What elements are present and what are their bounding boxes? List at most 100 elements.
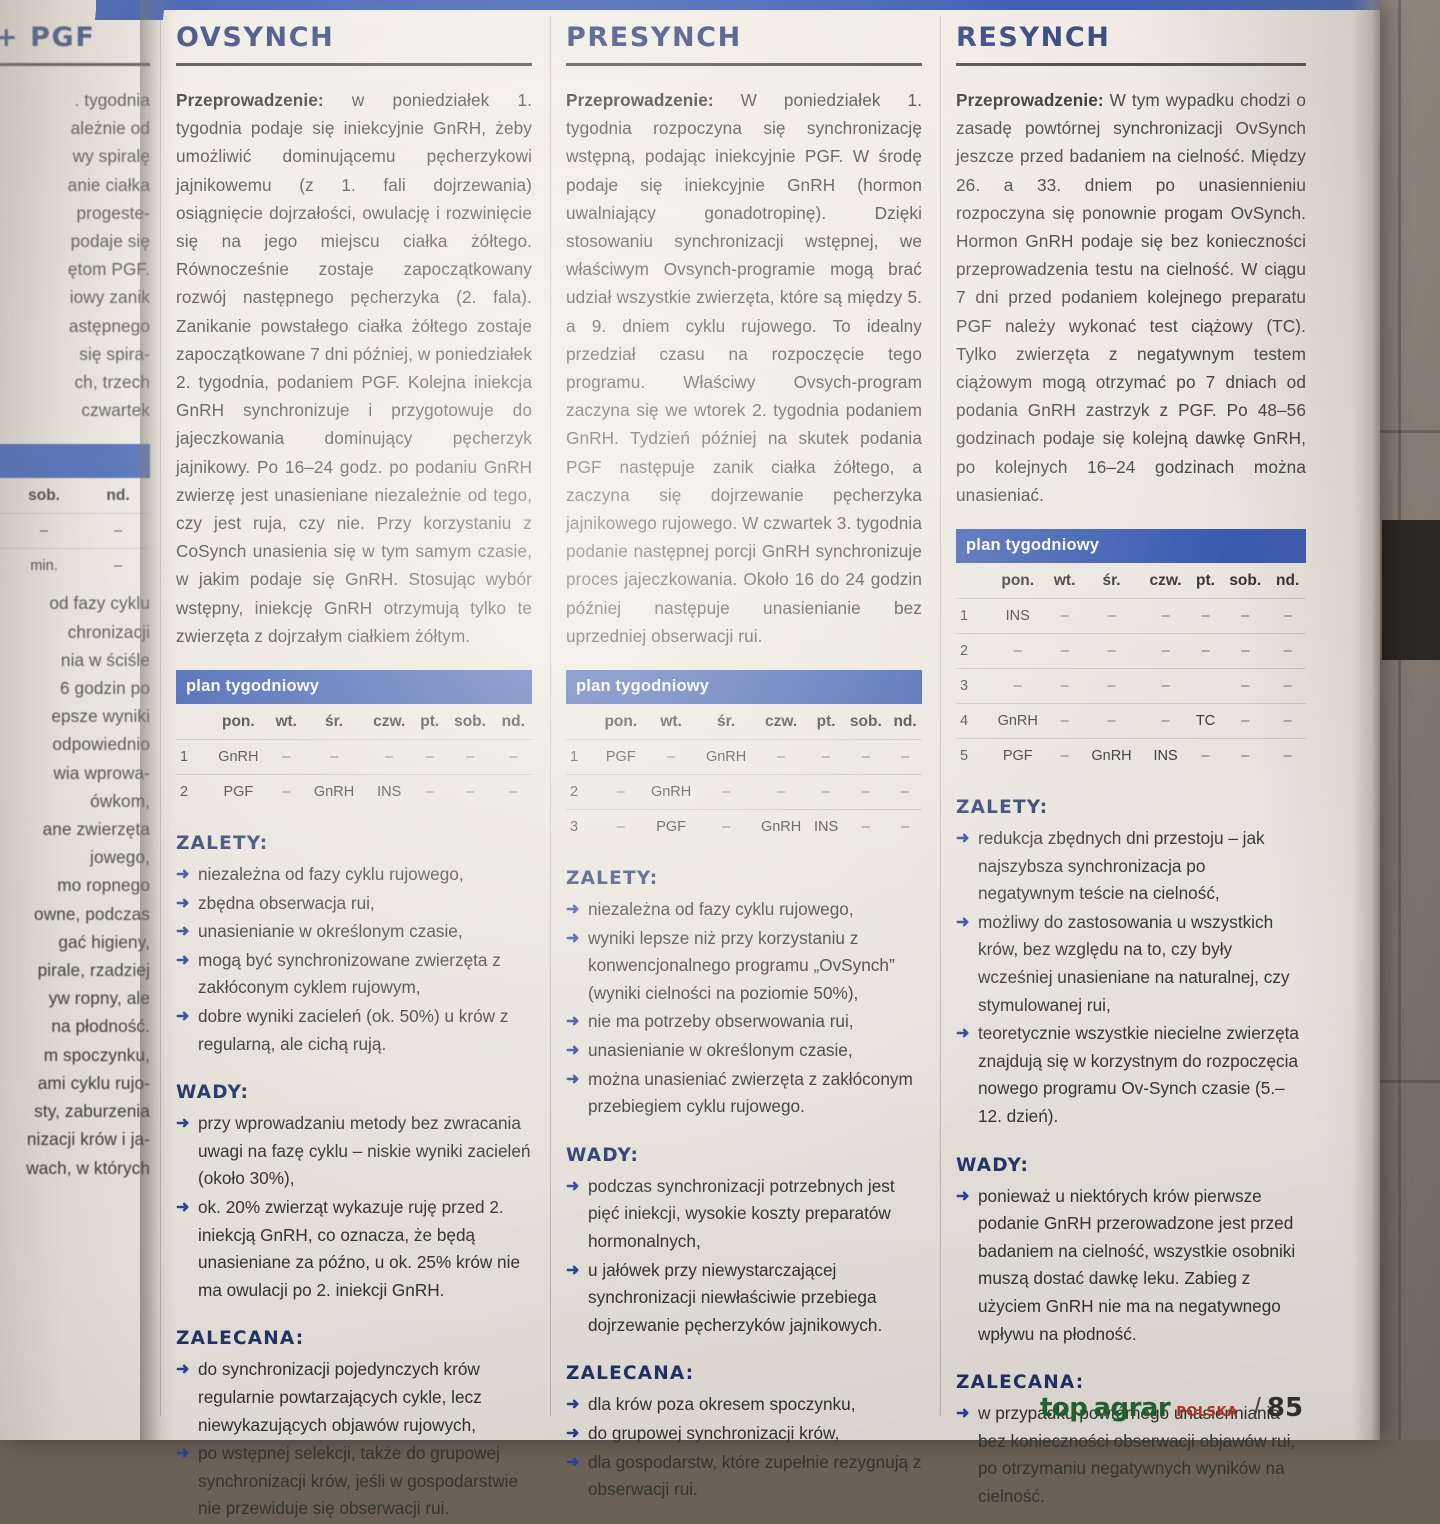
top-blue-band [96, 0, 1380, 10]
arrow-bullet-icon: ➜ [566, 896, 579, 924]
list-item-text: dla gospodarstw, które zupełnie rezygnuj… [588, 1452, 921, 1500]
table-cell: – [809, 775, 844, 810]
list-item-text: wyniki lepsze niż przy korzystaniu z kon… [588, 928, 895, 1003]
table-cell: – [809, 740, 844, 775]
table-day-header: nd. [86, 478, 150, 514]
lead-body: W tym wypadku chodzi o zasadę powtórnej … [956, 90, 1306, 505]
list-zalety-presynch: ➜niezależna od fazy cyklu rujowego,➜ wyni… [566, 896, 922, 1121]
list-item: ➜niezależna od fazy cyklu rujowego, [566, 896, 922, 924]
list-item-text: ok. 20% zwierząt wykazuje ruję przed 2. … [198, 1197, 520, 1300]
table-day-header: pon. [598, 704, 644, 740]
table-cell: – [988, 669, 1047, 704]
table-cell: – [1141, 669, 1190, 704]
list-item: ➜niezależna od fazy cyklu rujowego, [176, 861, 532, 889]
list-item: ➜dobre wyniki zacieleń (ok. 50%) u krów … [176, 1003, 532, 1058]
partial-text-line: owne, podczas [0, 900, 150, 928]
table-cell: GnRH [208, 740, 269, 775]
section-title-zalecana: ZALECANA: [176, 1328, 532, 1349]
table-row-number: 1 [176, 740, 208, 775]
list-zalety-ovsynch: ➜niezależna od fazy cyklu rujowego, ➜ zbęd… [176, 861, 532, 1058]
partial-text-line: gać higieny, [0, 928, 150, 956]
section-title-zalety: ZALETY: [176, 833, 532, 854]
table-cell: INS [988, 599, 1047, 634]
section-title-wady: WADY: [176, 1082, 532, 1103]
list-item-text: przy wprowadzaniu metody bez zwracania u… [198, 1113, 530, 1188]
partial-text-line: wy spiralę [0, 142, 150, 170]
table-cell: – [1141, 704, 1190, 739]
table-row-number: 5 [956, 739, 988, 774]
table-cell: – [2, 514, 86, 549]
section-title-wady: WADY: [566, 1145, 922, 1166]
list-item: ➜po wstępnej selekcji, także do grupowej… [176, 1440, 532, 1523]
table-day-header: śr. [699, 704, 754, 740]
table-day-header: wt. [644, 704, 699, 740]
table-cell: – [1269, 704, 1306, 739]
resynch-lead-paragraph: Przeprowadzenie: W tym wypadku chodzi o … [956, 86, 1306, 509]
arrow-bullet-icon: ➜ [566, 1173, 579, 1201]
arrow-bullet-icon: ➜ [176, 1110, 189, 1138]
top-blue-band-left [95, 0, 165, 20]
table-cell: INS [809, 810, 844, 845]
list-item-text: ponieważ u niektórych krów pierwsze poda… [978, 1186, 1295, 1344]
table-cell: INS [364, 775, 414, 810]
partial-text-line: na płodność. [0, 1012, 150, 1040]
table-rownum-header [176, 704, 208, 740]
list-item: ➜można unasieniać zwierzęta z zakłóconym… [566, 1066, 922, 1121]
partial-text-line: mo ropnego [0, 871, 150, 899]
table-cell: INS [1141, 739, 1190, 774]
list-item: ➜unasienianie w określonym czasie, [176, 918, 532, 946]
partial-text-line: się spira- [0, 340, 150, 368]
list-item-text: redukcja zbędnych dni przestoju – jak na… [978, 828, 1265, 903]
table-cell: – [754, 775, 809, 810]
table-cell: – [1082, 599, 1141, 634]
plan-table-ovsynch: plan tygodniowy pon.wt.śr.czw.pt.sob.nd.… [176, 670, 532, 809]
tile-grout-line [1398, 0, 1401, 1440]
partial-text-line: wach, w których [0, 1154, 150, 1182]
partial-text-line: iowy zanik [0, 283, 150, 311]
table-cell: – [1221, 599, 1269, 634]
footer-branding: top agrar POLSKA / 85 [1040, 1392, 1303, 1423]
table-day-header: sob. [1221, 563, 1269, 599]
partial-text-line: czwartek [0, 396, 150, 424]
list-item-text: unasienianie w określonym czasie, [588, 1040, 853, 1060]
list-item-text: podczas synchronizacji potrzebnych jest … [588, 1176, 895, 1251]
list-item: ➜dla krów poza okresem spoczynku, [566, 1391, 922, 1419]
table-header-row: pon.wt.śr.czw.pt.sob.nd. [176, 704, 532, 740]
table-cell: PGF [644, 810, 699, 845]
column-rule [550, 16, 551, 1416]
table-day-header: sob. [844, 704, 889, 740]
partial-text-line: anie ciałka [0, 171, 150, 199]
list-item-text: zbędna obserwacja rui, [198, 893, 375, 913]
partial-text-line: od fazy cyklu [0, 589, 150, 617]
table-cell: – [598, 810, 644, 845]
partial-text-line: jowego, [0, 843, 150, 871]
list-item-text: unasienianie w określonym czasie, [198, 921, 463, 941]
section-title-zalecana: ZALECANA: [956, 1372, 1306, 1393]
table-cell: – [1221, 739, 1269, 774]
list-item-text: u jałówek przy niewystarczającej synchro… [588, 1260, 882, 1335]
plan-table-header-partial [0, 444, 150, 478]
table-row: 3–––––– [956, 669, 1306, 704]
list-item-text: do synchronizacji pojedynczych krów regu… [198, 1359, 482, 1434]
section-title-zalecana: ZALECANA: [566, 1363, 922, 1384]
section-title-zalety: ZALETY: [566, 868, 922, 889]
table-cell: – [844, 810, 889, 845]
column-presynch: PRESYNCH Przeprowadzenie: W poniedziałek… [566, 22, 922, 1505]
arrow-bullet-icon: ➜ [176, 1003, 189, 1031]
partial-text-line: podaje się [0, 227, 150, 255]
tile-grout-line [1380, 1080, 1440, 1083]
table-cell: – [844, 775, 889, 810]
list-item: ➜teoretycznie wszystkie niecielne zwierz… [956, 1020, 1306, 1130]
partial-text-line: ależnie od [0, 114, 150, 142]
table-day-header: sob. [2, 478, 86, 514]
lead-body: W poniedziałek 1. tygodnia rozpoczyna si… [566, 90, 922, 646]
page-title-ovsynch: OVSYNCH [176, 22, 532, 53]
table-cell: GnRH [1082, 739, 1141, 774]
